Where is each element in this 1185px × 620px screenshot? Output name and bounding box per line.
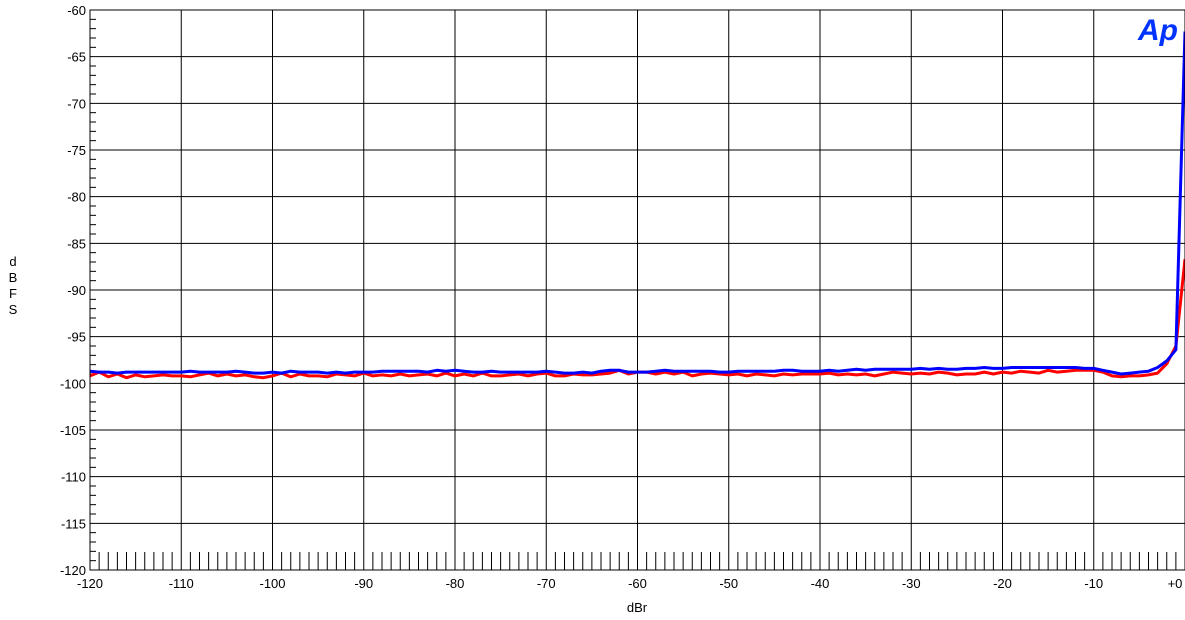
y-tick-labels: -60 -65 -70 -75 -80 -85 -90 -95 -100 -105 -110 -115…	[60, 3, 86, 578]
x-tick-label: -50	[719, 576, 738, 591]
x-tick-label: -80	[446, 576, 465, 591]
y-tick-label: -115	[61, 516, 86, 531]
x-tick-label: -40	[811, 576, 830, 591]
y-tick-label: -80	[67, 190, 86, 205]
y-tick-label: -120	[60, 563, 86, 578]
x-tick-label: -20	[993, 576, 1012, 591]
y-axis-label-char: B	[9, 270, 18, 285]
y-axis-label-char: F	[9, 286, 17, 301]
grid	[89, 9, 1185, 571]
y-tick-label: -105	[60, 423, 86, 438]
x-tick-label: -30	[902, 576, 921, 591]
minor-ticks	[90, 18, 1177, 570]
x-axis-label: dBr	[627, 600, 648, 615]
ap-logo: Ap	[1137, 14, 1178, 47]
y-tick-label: -85	[67, 236, 86, 251]
y-tick-label: -90	[67, 283, 86, 298]
plot-frame	[89, 9, 1185, 571]
y-tick-label: -60	[67, 3, 86, 18]
y-tick-label: -70	[67, 96, 86, 111]
x-tick-label: -120	[77, 576, 103, 591]
x-tick-label: +0	[1168, 576, 1183, 591]
y-axis-label-char: S	[9, 302, 18, 317]
x-tick-label: -60	[628, 576, 647, 591]
x-tick-label: -110	[169, 576, 194, 591]
series-layer	[89, 31, 1185, 380]
y-tick-label: -65	[67, 50, 86, 65]
x-tick-label: -70	[537, 576, 556, 591]
y-axis-label-char: d	[9, 254, 16, 269]
x-tick-labels: -120 -110 -100 -90 -80 -70 -60 -50 -40 -30 -20 -10 +…	[77, 576, 1182, 591]
x-tick-label: -10	[1084, 576, 1103, 591]
x-tick-label: -100	[259, 576, 285, 591]
y-tick-label: -95	[67, 330, 86, 345]
series-line-2	[89, 31, 1185, 376]
y-tick-label: -100	[60, 376, 86, 391]
y-tick-label: -110	[61, 470, 86, 485]
x-tick-label: -90	[354, 576, 373, 591]
y-tick-label: -75	[67, 143, 86, 158]
